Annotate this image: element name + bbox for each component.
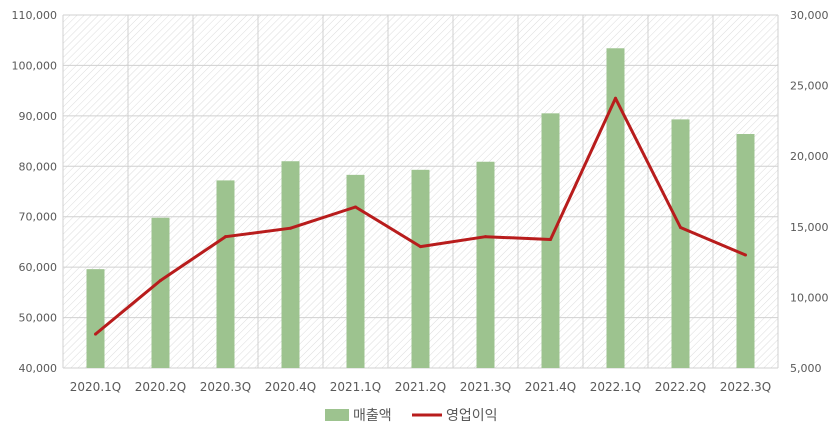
left-tick-label: 110,000	[12, 9, 58, 22]
left-tick-label: 40,000	[19, 362, 58, 375]
x-tick-label: 2020.1Q	[70, 380, 121, 394]
legend-bar-label: 매출액	[353, 408, 392, 424]
line-point	[419, 245, 422, 249]
bar	[346, 174, 365, 368]
bar	[86, 269, 105, 368]
legend-line-label: 영업이익	[446, 408, 498, 424]
bar	[216, 180, 235, 368]
x-tick-label: 2020.2Q	[135, 380, 186, 394]
x-tick-label: 2022.1Q	[590, 380, 641, 394]
bar	[671, 119, 690, 368]
legend: 매출액 영업이익	[325, 408, 498, 424]
x-tick-label: 2021.1Q	[330, 380, 381, 394]
bar	[476, 161, 495, 368]
right-tick-label: 10,000	[790, 291, 829, 304]
x-tick-label: 2021.2Q	[395, 380, 446, 394]
line-point	[224, 235, 227, 239]
line-point	[744, 253, 747, 257]
line-point	[549, 238, 552, 242]
left-tick-label: 90,000	[19, 110, 58, 123]
x-tick-label: 2021.3Q	[460, 380, 511, 394]
line-point	[484, 235, 487, 239]
right-tick-label: 25,000	[790, 80, 829, 93]
x-tick-label: 2020.4Q	[265, 380, 316, 394]
line-point	[354, 205, 357, 209]
right-tick-label: 15,000	[790, 221, 829, 234]
left-tick-label: 70,000	[19, 211, 58, 224]
left-tick-label: 50,000	[19, 312, 58, 325]
left-tick-label: 60,000	[19, 261, 58, 274]
x-tick-label: 2021.4Q	[525, 380, 576, 394]
right-tick-label: 30,000	[790, 9, 829, 22]
right-tick-label: 5,000	[790, 362, 822, 375]
left-tick-label: 80,000	[19, 160, 58, 173]
line-point	[679, 226, 682, 230]
bar-series	[86, 48, 755, 368]
line-point	[289, 226, 292, 230]
line-point	[94, 332, 97, 336]
bar	[281, 161, 300, 368]
bar	[151, 217, 170, 368]
line-series	[94, 96, 747, 336]
bar	[736, 134, 755, 368]
right-tick-label: 20,000	[790, 150, 829, 163]
left-tick-label: 100,000	[12, 59, 58, 72]
left-axis-ticks: 40,000 50,000 60,000 70,000 80,000 90,000 100,…	[12, 9, 58, 375]
x-tick-label: 2020.3Q	[200, 380, 251, 394]
line-point	[159, 278, 162, 282]
x-tick-label: 2022.3Q	[720, 380, 771, 394]
line-point	[614, 96, 617, 100]
x-axis-ticks: 2020.1Q 2020.2Q 2020.3Q 2020.4Q 2021.1Q 2021.…	[70, 380, 771, 394]
right-axis-ticks: 5,000 10,000 15,000 20,000 25,000 30,000	[790, 9, 829, 375]
bar	[411, 169, 430, 368]
bar	[606, 48, 625, 368]
legend-bar-swatch	[325, 409, 349, 421]
x-tick-label: 2022.2Q	[655, 380, 706, 394]
